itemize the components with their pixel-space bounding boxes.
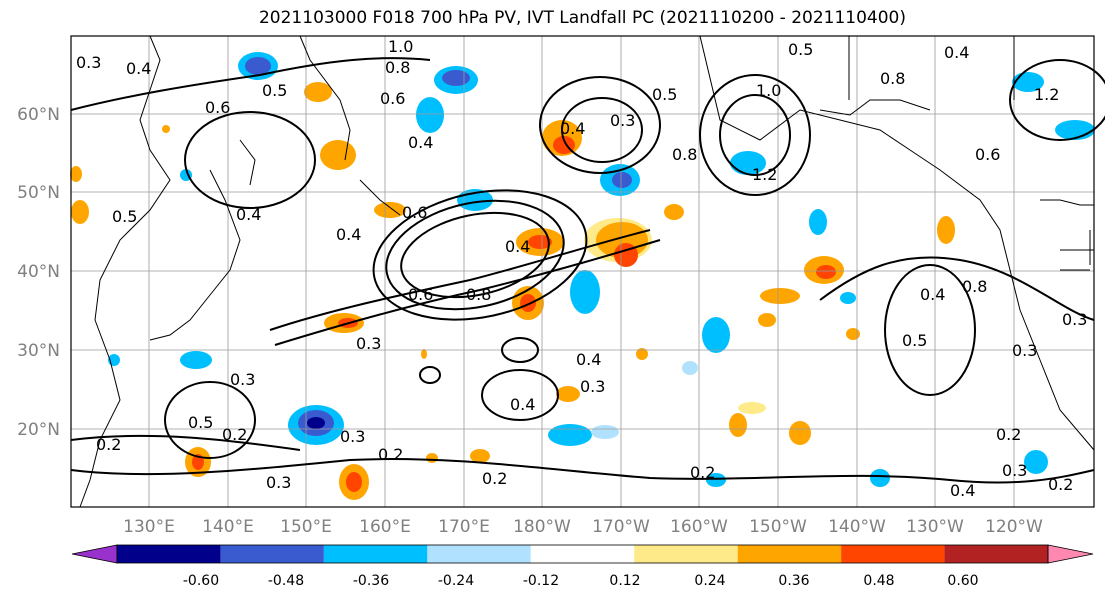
lon-label: 150°E — [280, 517, 332, 537]
lon-label: 180°W — [513, 517, 571, 537]
contour-label: 0.2 — [482, 469, 507, 488]
contour-label: 0.8 — [385, 58, 410, 77]
colorbar-tick-labels: -0.60 -0.48 -0.36 -0.24 -0.12 0.12 0.24 … — [183, 573, 979, 589]
contour-label: 0.5 — [188, 413, 213, 432]
contour-label: 0.6 — [380, 89, 405, 108]
contour-label: 0.2 — [96, 435, 121, 454]
colorbar-bin — [841, 545, 945, 563]
colorbar-tick-label: 0.60 — [947, 573, 978, 589]
contour-label: 0.8 — [962, 277, 987, 296]
colorbar-tick-label: 0.12 — [609, 573, 640, 589]
colorbar-bin — [117, 545, 221, 563]
colorbar-tick-label: 0.24 — [694, 573, 725, 589]
lon-label: 130°E — [123, 517, 175, 537]
contour-label: 0.2 — [996, 425, 1021, 444]
contour-label: 0.6 — [402, 203, 427, 222]
contour-label: 0.4 — [126, 59, 151, 78]
contour-label: 0.5 — [112, 207, 137, 226]
contour-label: 0.2 — [222, 425, 247, 444]
contour-label: 0.5 — [652, 85, 677, 104]
lon-label: 140°E — [202, 517, 254, 537]
colorbar-tick-label: 0.36 — [778, 573, 809, 589]
colorbar-extend-high — [1047, 544, 1094, 564]
gridlines — [71, 36, 1094, 507]
contour-label: 0.8 — [466, 285, 491, 304]
contour-label: 0.3 — [1062, 310, 1087, 329]
colorbar-bin — [323, 545, 428, 563]
contour-label: 0.4 — [920, 285, 945, 304]
contour-label: 0.3 — [610, 111, 635, 130]
contour-label: 0.3 — [580, 377, 605, 396]
contour-label: 0.3 — [1002, 461, 1027, 480]
contour-label: 0.6 — [205, 98, 230, 117]
contour-label: 0.2 — [1048, 475, 1073, 494]
contour-label: 0.4 — [576, 350, 601, 369]
contour-label: 0.3 — [230, 370, 255, 389]
contour-label: 1.0 — [388, 37, 413, 56]
colorbar: -0.60 -0.48 -0.36 -0.24 -0.12 0.12 0.24 … — [71, 544, 1094, 589]
pv-contours — [70, 57, 1105, 484]
colorbar-tick-label: -0.60 — [183, 573, 219, 589]
colorbar-tick-label: 0.48 — [863, 573, 894, 589]
colorbar-bin — [737, 545, 842, 563]
colorbar-bin — [944, 545, 1048, 563]
contour-label: 0.5 — [788, 40, 813, 59]
contour-label: 0.3 — [340, 427, 365, 446]
lon-label: 130°W — [906, 517, 964, 537]
contour-label: 0.3 — [356, 334, 381, 353]
colorbar-bin — [220, 545, 324, 563]
lon-label: 170°W — [592, 517, 650, 537]
latitude-labels: 60°N 50°N 40°N 30°N 20°N — [17, 105, 60, 440]
colorbar-frame — [116, 544, 1049, 564]
lat-label: 30°N — [17, 341, 60, 361]
contour-label: 0.4 — [505, 237, 530, 256]
lon-label: 160°W — [670, 517, 728, 537]
coastlines — [79, 35, 1095, 508]
contour-label: 0.5 — [262, 81, 287, 100]
contour-label: 0.2 — [378, 445, 403, 464]
lon-label: 150°W — [749, 517, 807, 537]
lat-label: 50°N — [17, 183, 60, 203]
lon-label: 140°W — [828, 517, 886, 537]
contour-label: 0.3 — [1012, 341, 1037, 360]
colorbar-tick-label: -0.12 — [523, 573, 559, 589]
colorbar-tick-label: -0.24 — [438, 573, 474, 589]
contour-label: 1.0 — [756, 81, 781, 100]
contour-label: 0.2 — [690, 463, 715, 482]
colorbar-bin — [427, 545, 531, 563]
lat-label: 60°N — [17, 105, 60, 125]
lat-label: 20°N — [17, 420, 60, 440]
colorbar-bins — [71, 544, 1094, 564]
colorbar-bin — [530, 545, 635, 563]
contour-label: 0.4 — [560, 119, 585, 138]
lon-label: 170°E — [438, 517, 490, 537]
contour-label: 0.4 — [408, 133, 433, 152]
longitude-labels: 130°E 140°E 150°E 160°E 170°E 180°W 170°… — [123, 517, 1043, 537]
contour-label: 0.6 — [408, 285, 433, 304]
contour-label: 0.8 — [672, 145, 697, 164]
contour-label: 1.2 — [1034, 85, 1059, 104]
contour-labels: 0.3 0.4 1.0 0.8 0.5 0.6 0.6 0.4 0.5 0.4 … — [76, 37, 1087, 500]
contour-label: 0.4 — [510, 395, 535, 414]
contour-label: 0.4 — [336, 225, 361, 244]
contour-label: 0.4 — [944, 43, 969, 62]
contour-label: 0.5 — [902, 331, 927, 350]
map-title: 2021103000 F018 700 hPa PV, IVT Landfall… — [258, 8, 906, 28]
contour-label: 0.4 — [236, 205, 261, 224]
colorbar-tick-label: -0.36 — [353, 573, 389, 589]
colorbar-bin — [634, 545, 738, 563]
contour-label: 0.3 — [76, 53, 101, 72]
map-panel: 0.3 0.4 1.0 0.8 0.5 0.6 0.6 0.4 0.5 0.4 … — [70, 35, 1105, 508]
lon-label: 120°W — [985, 517, 1043, 537]
colorbar-extend-low — [71, 544, 118, 564]
lon-label: 160°E — [359, 517, 411, 537]
colorbar-tick-label: -0.48 — [268, 573, 304, 589]
contour-label: 1.2 — [752, 165, 777, 184]
contour-label: 0.4 — [950, 481, 975, 500]
contour-label: 0.8 — [880, 69, 905, 88]
contour-label: 0.3 — [266, 473, 291, 492]
lat-label: 40°N — [17, 262, 60, 282]
contour-label: 0.6 — [975, 145, 1000, 164]
